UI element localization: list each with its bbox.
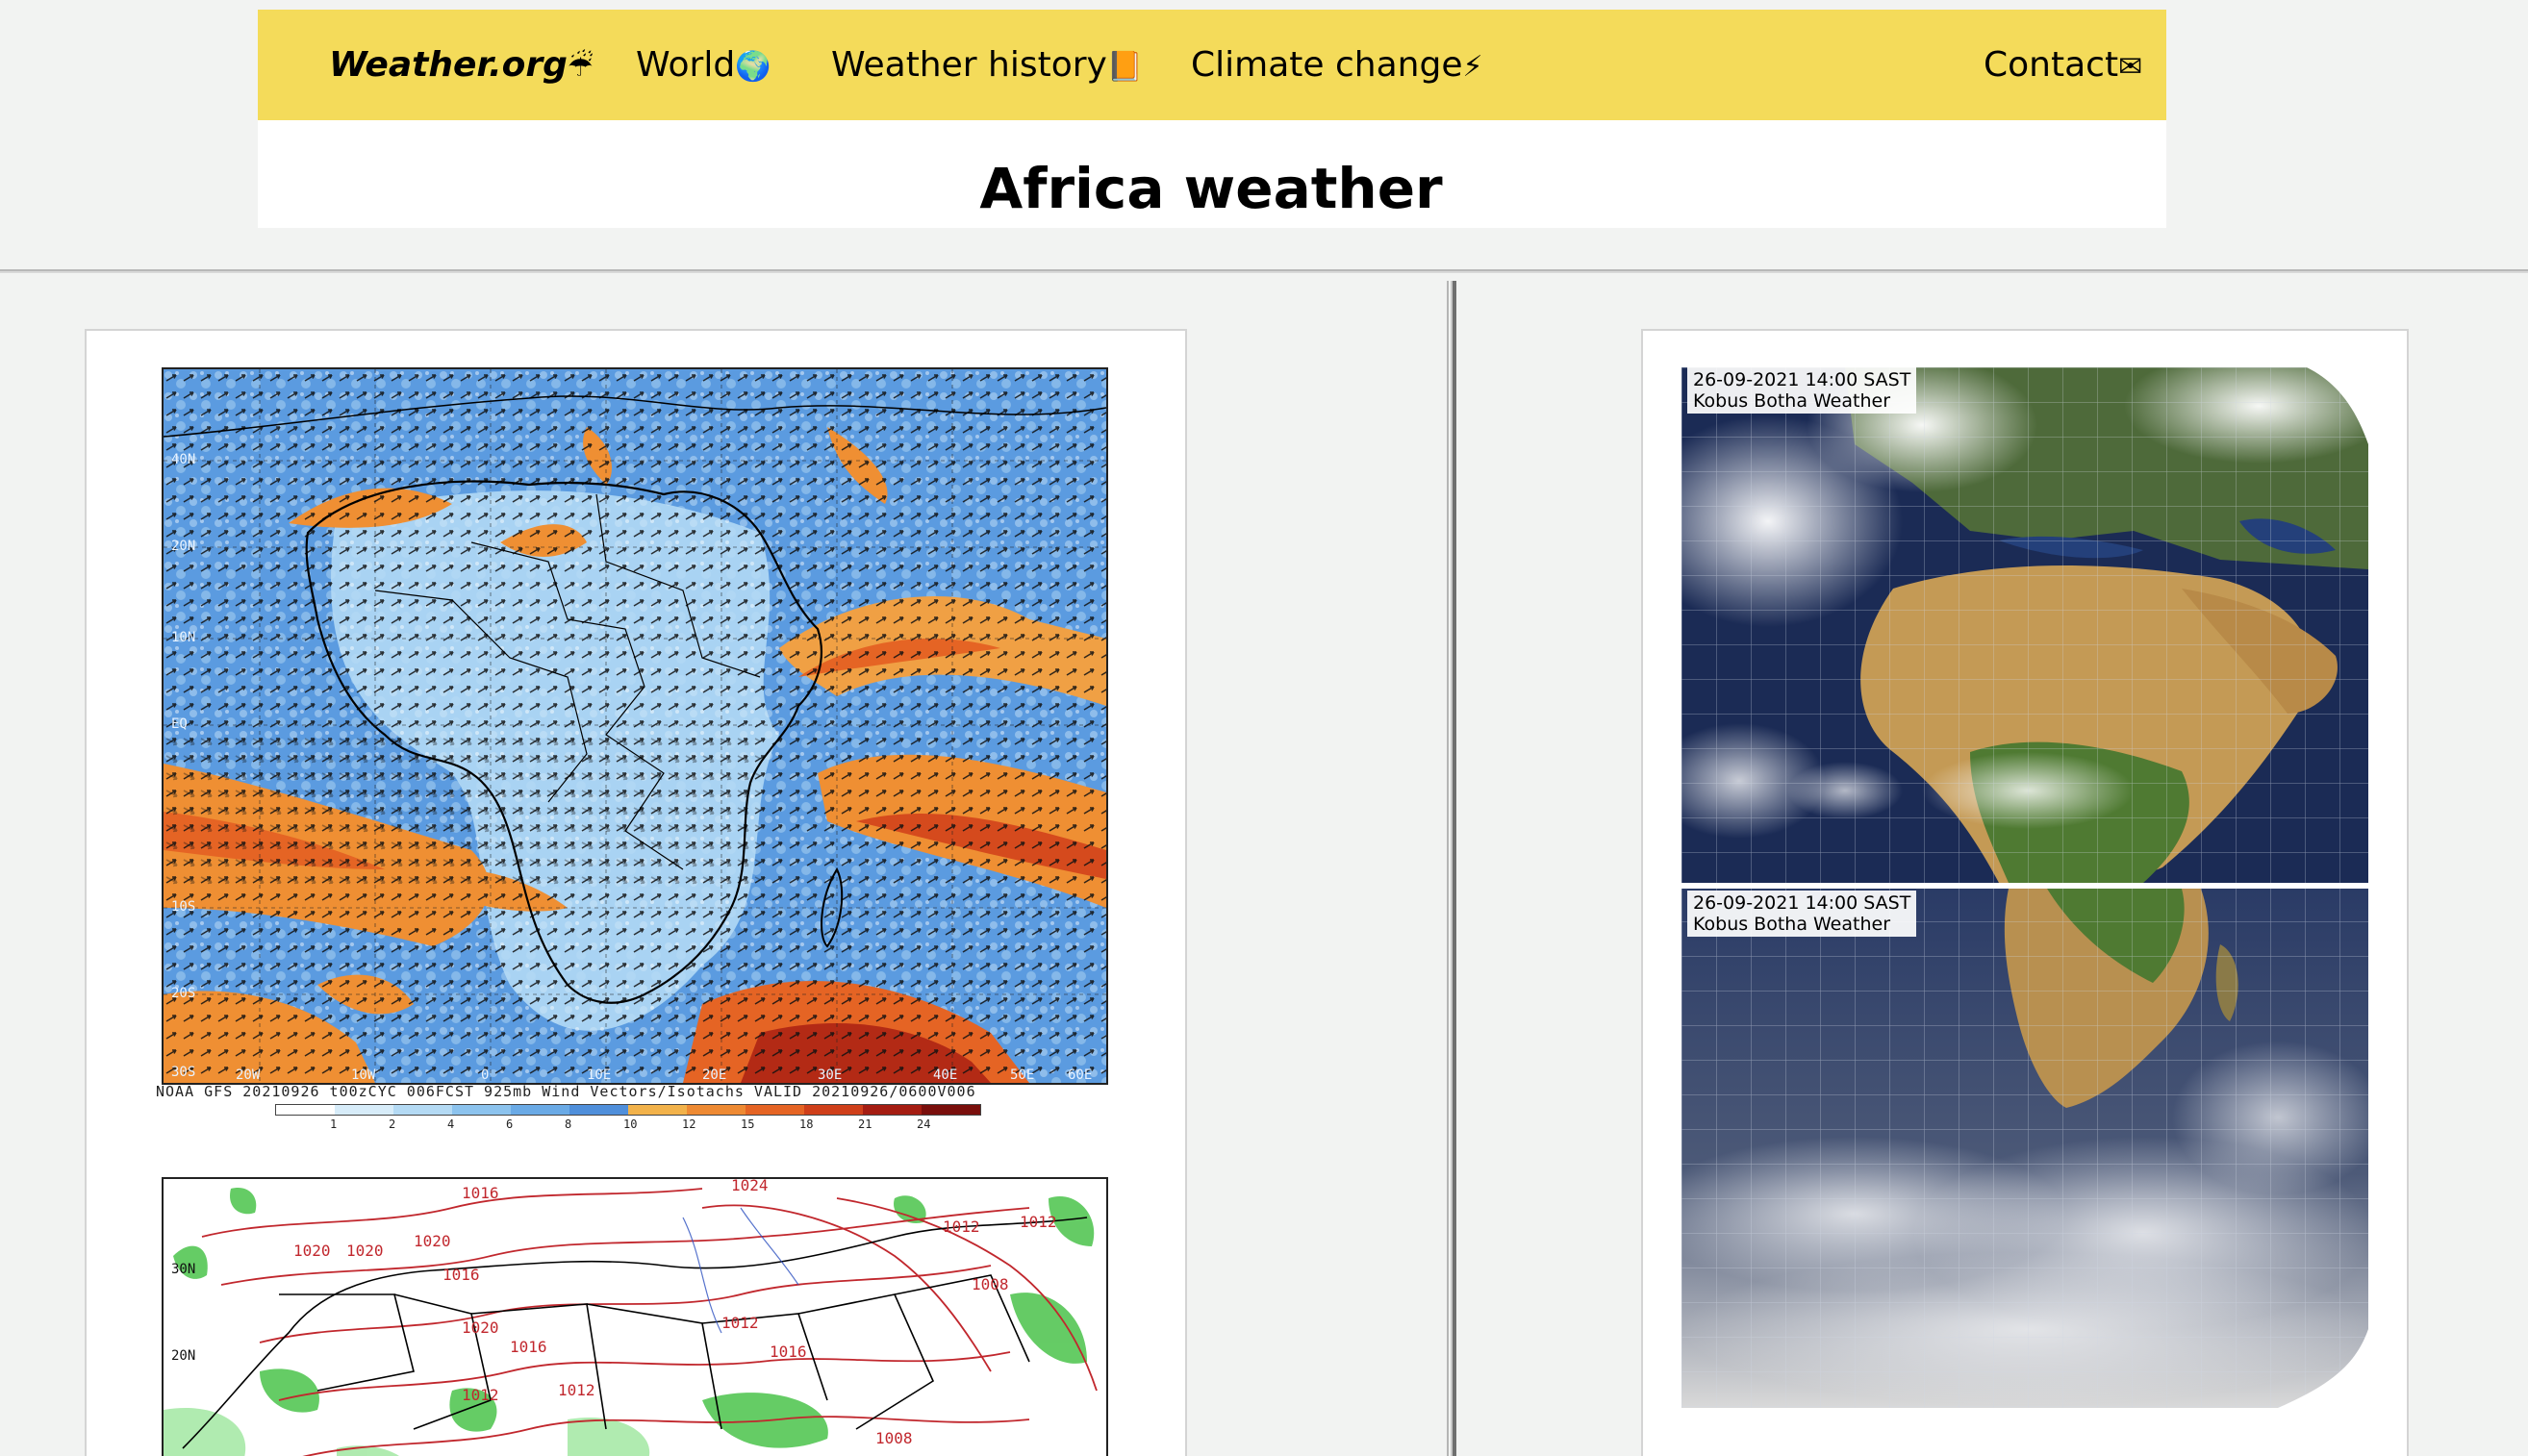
colorbar-label: 21: [858, 1117, 872, 1131]
isobar-label: 1012: [943, 1218, 980, 1236]
colorbar-swatch: [922, 1105, 980, 1115]
isobar-label: 1008: [875, 1429, 913, 1447]
nav-climate-change[interactable]: Climate change⚡: [1191, 10, 1483, 120]
nav-contact[interactable]: Contact✉: [1984, 10, 2142, 120]
pressure-map-graphic: 1016 1024 1020 1020 1020 1016 1012 1012 …: [164, 1179, 1106, 1456]
isotach-colorbar: [275, 1104, 981, 1116]
colorbar-label: 6: [506, 1117, 514, 1131]
page-title: Africa weather: [979, 156, 1443, 221]
wind-map-caption: NOAA GFS 20210926 t00zCYC 006FCST 925mb …: [156, 1083, 976, 1100]
colorbar-swatch: [746, 1105, 804, 1115]
nav-world-label: World: [636, 45, 736, 85]
nav-weather-history[interactable]: Weather history📙: [831, 10, 1143, 120]
left-frame[interactable]: 40N 20N 10N EQ 10S 20S 30S 20W 10W 0 10E…: [0, 281, 1449, 1456]
left-map-panel: 40N 20N 10N EQ 10S 20S 30S 20W 10W 0 10E…: [85, 329, 1187, 1456]
colorbar-swatch: [863, 1105, 922, 1115]
colorbar-label: 10: [623, 1117, 638, 1131]
isobar-label: 1020: [346, 1242, 384, 1260]
book-icon: 📙: [1106, 50, 1144, 84]
right-frame[interactable]: 26-09-2021 14:00 SAST Kobus Botha Weathe…: [1456, 281, 2528, 1456]
lightning-icon: ⚡: [1462, 50, 1483, 84]
wind-lat-label: 40N: [171, 452, 195, 467]
colorbar-label: 24: [917, 1117, 931, 1131]
wind-lon-label: 20W: [236, 1067, 261, 1083]
nav-contact-label: Contact: [1984, 45, 2119, 85]
colorbar-label: 12: [682, 1117, 696, 1131]
isobar-label: 1016: [770, 1343, 807, 1361]
brand-text: Weather.org: [329, 45, 568, 85]
colorbar-label: 8: [565, 1117, 572, 1131]
isobar-label: 1024: [731, 1179, 769, 1194]
isobar-label: 1012: [721, 1314, 759, 1332]
isotach-colorbar-labels: 1 2 4 6 8 10 12 15 18 21 24: [275, 1117, 1006, 1133]
colorbar-label: 18: [799, 1117, 814, 1131]
satellite-timestamp: 26-09-2021 14:00 SAST: [1693, 369, 1911, 390]
wind-lon-label: 10E: [587, 1067, 611, 1083]
nav-history-label: Weather history: [831, 45, 1107, 85]
colorbar-swatch: [628, 1105, 687, 1115]
colorbar-swatch: [452, 1105, 511, 1115]
colorbar-label: 15: [741, 1117, 755, 1131]
satellite-label-bottom: 26-09-2021 14:00 SAST Kobus Botha Weathe…: [1687, 891, 1917, 937]
wind-lon-label: 30E: [818, 1067, 842, 1083]
isobar-label: 1020: [462, 1318, 499, 1337]
isobar-label: 1012: [1020, 1213, 1057, 1231]
wind-map-graphic: 40N 20N 10N EQ 10S 20S 30S 20W 10W 0 10E…: [164, 369, 1106, 1083]
satellite-label-top: 26-09-2021 14:00 SAST Kobus Botha Weathe…: [1687, 367, 1917, 414]
frame-resize-handle[interactable]: [1451, 281, 1456, 1456]
satellite-image: 26-09-2021 14:00 SAST Kobus Botha Weathe…: [1681, 367, 2368, 1408]
right-satellite-panel: 26-09-2021 14:00 SAST Kobus Botha Weathe…: [1641, 329, 2409, 1456]
wind-lon-label: 20E: [702, 1067, 726, 1083]
pressure-lat-label: 30N: [171, 1262, 195, 1277]
isobar-label: 1008: [972, 1275, 1009, 1293]
brand-link[interactable]: Weather.org☔: [329, 10, 594, 120]
colorbar-swatch: [335, 1105, 393, 1115]
colorbar-swatch: [687, 1105, 746, 1115]
colorbar-swatch: [393, 1105, 452, 1115]
title-bar: Africa weather: [258, 120, 2166, 228]
satellite-timestamp-2: 26-09-2021 14:00 SAST: [1693, 892, 1911, 914]
satellite-credit: Kobus Botha Weather: [1693, 390, 1891, 412]
wind-lat-label: EQ: [171, 716, 188, 732]
wind-lon-label: 50E: [1010, 1067, 1034, 1083]
wind-vector-map: 40N 20N 10N EQ 10S 20S 30S 20W 10W 0 10E…: [162, 367, 1108, 1085]
colorbar-label: 4: [447, 1117, 455, 1131]
satellite-credit-2: Kobus Botha Weather: [1693, 914, 1891, 935]
surface-pressure-map: 1016 1024 1020 1020 1020 1016 1012 1012 …: [162, 1177, 1108, 1456]
isobar-label: 1016: [442, 1266, 480, 1284]
umbrella-icon: ☔: [567, 50, 594, 84]
isobar-label: 1016: [510, 1338, 547, 1356]
wind-lat-label: 10S: [171, 899, 195, 915]
isobar-label: 1020: [414, 1232, 451, 1250]
colorbar-swatch: [569, 1105, 628, 1115]
envelope-icon: ✉: [2118, 50, 2143, 84]
isobar-label: 1020: [293, 1242, 331, 1260]
colorbar-swatch: [511, 1105, 569, 1115]
top-navbar: Weather.org☔ World🌍 Weather history📙 Cli…: [258, 10, 2166, 120]
isobar-label: 1016: [462, 1184, 499, 1202]
colorbar-swatch: [804, 1105, 863, 1115]
frameset-border: [0, 269, 2528, 273]
pressure-lat-label: 20N: [171, 1348, 195, 1364]
nav-climate-label: Climate change: [1191, 45, 1463, 85]
wind-lat-label: 10N: [171, 630, 195, 645]
isobar-label: 1012: [558, 1381, 595, 1399]
satellite-graphic: [1681, 367, 2368, 1408]
wind-lon-label: 40E: [933, 1067, 957, 1083]
wind-lon-label: 60E: [1068, 1067, 1092, 1083]
wind-lat-label: 20S: [171, 986, 195, 1001]
wind-lat-label: 20N: [171, 539, 195, 554]
nav-world[interactable]: World🌍: [636, 10, 771, 120]
isobar-label: 1012: [462, 1386, 499, 1404]
wind-lon-label: 0: [481, 1067, 489, 1083]
wind-lon-label: 10W: [351, 1067, 376, 1083]
colorbar-label: 2: [389, 1117, 396, 1131]
colorbar-label: 1: [330, 1117, 338, 1131]
globe-icon: 🌍: [735, 50, 771, 84]
colorbar-swatch: [276, 1105, 335, 1115]
wind-lat-label: 30S: [171, 1065, 195, 1080]
